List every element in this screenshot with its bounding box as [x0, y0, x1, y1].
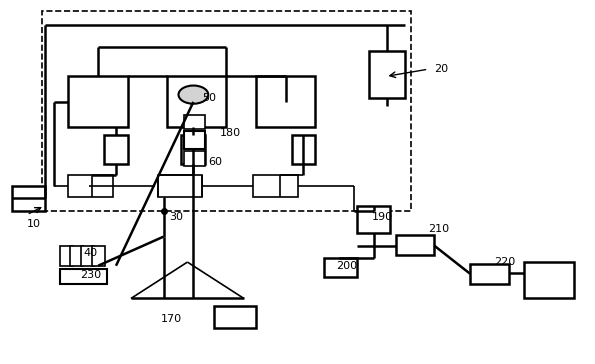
- Bar: [68, 175, 113, 197]
- Bar: [253, 175, 298, 197]
- Bar: [184, 131, 205, 149]
- Text: 50: 50: [202, 93, 217, 103]
- Bar: [42, 11, 411, 211]
- Text: 210: 210: [428, 224, 450, 234]
- Text: 60: 60: [208, 157, 223, 167]
- Bar: [524, 262, 574, 298]
- Bar: [184, 115, 205, 129]
- Bar: [60, 269, 107, 284]
- Bar: [92, 246, 105, 266]
- Bar: [104, 135, 128, 164]
- Text: 220: 220: [494, 257, 515, 267]
- Bar: [184, 151, 205, 166]
- Bar: [60, 246, 73, 266]
- Bar: [214, 306, 256, 328]
- Text: 40: 40: [83, 248, 98, 258]
- Text: 170: 170: [161, 313, 182, 324]
- Circle shape: [178, 86, 208, 104]
- Bar: [324, 258, 357, 277]
- Bar: [357, 206, 390, 233]
- Bar: [292, 135, 315, 164]
- Text: 20: 20: [434, 64, 449, 74]
- Bar: [12, 186, 45, 211]
- Bar: [158, 175, 202, 197]
- Bar: [167, 76, 226, 127]
- Text: 190: 190: [372, 211, 393, 222]
- Bar: [470, 264, 509, 284]
- Text: 30: 30: [170, 211, 184, 222]
- Text: 180: 180: [220, 128, 242, 138]
- Bar: [396, 235, 434, 255]
- Text: 230: 230: [80, 270, 102, 280]
- Text: 10: 10: [27, 219, 41, 229]
- Bar: [369, 51, 405, 98]
- Bar: [181, 135, 205, 164]
- Bar: [68, 76, 128, 127]
- Text: 200: 200: [336, 261, 358, 271]
- Bar: [81, 246, 94, 266]
- Bar: [70, 246, 83, 266]
- Bar: [256, 76, 315, 127]
